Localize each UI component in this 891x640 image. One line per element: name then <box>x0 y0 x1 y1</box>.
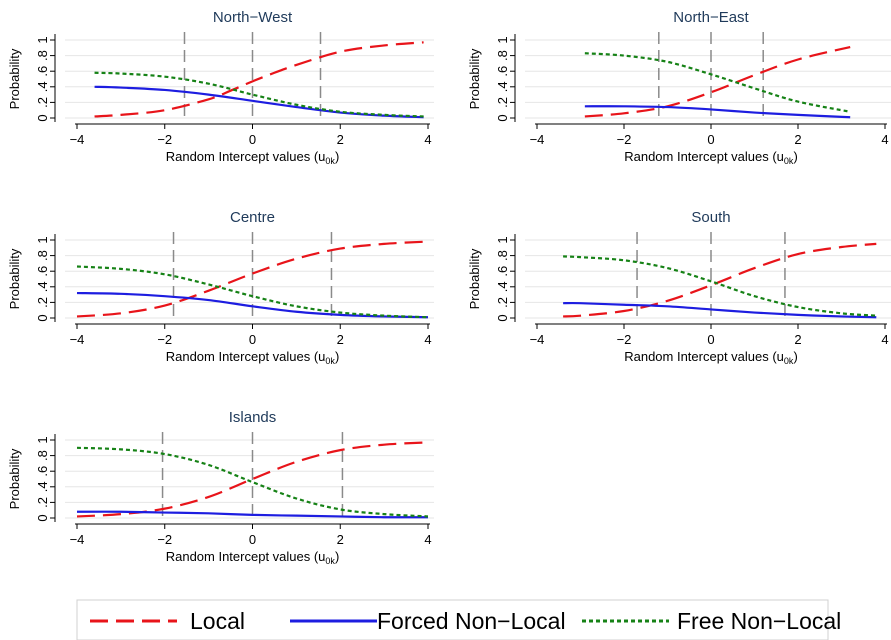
y-tick-label: .2 <box>495 97 510 108</box>
x-tick-label: 4 <box>424 532 431 547</box>
y-tick-label: .4 <box>35 281 50 292</box>
y-tick-label: .4 <box>35 81 50 92</box>
series-line-forced-non-local <box>563 301 877 319</box>
x-tick-label: 2 <box>337 132 344 147</box>
x-tick-label: −2 <box>157 332 172 347</box>
x-tick-label: 2 <box>794 332 801 347</box>
x-tick-label: 2 <box>337 332 344 347</box>
y-tick-label: .6 <box>495 266 510 277</box>
x-tick-label: 4 <box>881 332 888 347</box>
x-axis-label: Random Intercept values (u0k) <box>166 549 340 566</box>
legend-label: Local <box>190 608 245 634</box>
series-line-free-non-local <box>76 446 429 518</box>
series-line-forced-non-local <box>76 291 429 319</box>
x-tick-label: 0 <box>249 332 256 347</box>
x-axis-label: Random Intercept values (u0k) <box>624 149 798 166</box>
x-tick-label: −4 <box>70 132 85 147</box>
panel-3: Centre 0 .2 .4 .6 .8 1 Probability −4 −2 0 2 4 Random… <box>7 209 434 366</box>
y-tick-label: 0 <box>495 314 510 321</box>
panel-title: North−East <box>673 9 749 26</box>
x-axis-label: Random Intercept values (u0k) <box>166 149 340 166</box>
y-tick-label: 1 <box>495 36 510 43</box>
x-tick-label: 0 <box>249 132 256 147</box>
y-tick-label: 0 <box>35 514 50 521</box>
x-tick-label: 4 <box>881 132 888 147</box>
legend-label: Forced Non−Local <box>377 608 566 634</box>
panel-4: South 0 .2 .4 .6 .8 1 Probability −4 −2 0 2 4 Random … <box>467 209 891 366</box>
panel-title: Islands <box>229 409 277 426</box>
x-tick-label: −2 <box>617 332 632 347</box>
panels: North−West 0 .2 .4 .6 .8 1 Probability −4 −2 0 2 4 Ra… <box>7 9 891 566</box>
x-axis-label: Random Intercept values (u0k) <box>624 349 798 366</box>
x-axis-label: Random Intercept values (u0k) <box>166 349 340 366</box>
legend-label: Free Non−Local <box>677 608 841 634</box>
series-line-local <box>76 240 429 318</box>
series-line-local <box>563 242 877 318</box>
y-axis-label: Probability <box>467 248 482 309</box>
panel-title: North−West <box>213 9 293 26</box>
series-line-local <box>584 45 851 118</box>
y-tick-label: .4 <box>35 481 50 492</box>
y-tick-label: .6 <box>35 466 50 477</box>
y-tick-label: .8 <box>35 250 50 261</box>
y-axis-label: Probability <box>467 48 482 109</box>
y-tick-label: .2 <box>35 97 50 108</box>
x-tick-label: −4 <box>530 332 545 347</box>
y-tick-label: 0 <box>35 114 50 121</box>
y-axis-label: Probability <box>7 48 22 109</box>
y-tick-label: 0 <box>35 314 50 321</box>
x-tick-label: 0 <box>249 532 256 547</box>
legend: Local Forced Non−Local Free Non−Local <box>76 599 841 640</box>
y-tick-label: 1 <box>35 36 50 43</box>
x-tick-label: 4 <box>424 332 431 347</box>
y-axis-label: Probability <box>7 248 22 309</box>
y-tick-label: 1 <box>35 236 50 243</box>
series-line-free-non-local <box>584 52 851 113</box>
panel-1: North−West 0 .2 .4 .6 .8 1 Probability −4 −2 0 2 4 Ra… <box>7 9 434 166</box>
y-tick-label: .8 <box>495 250 510 261</box>
panel-title: South <box>691 209 730 226</box>
y-tick-label: .6 <box>35 266 50 277</box>
y-tick-label: .6 <box>495 66 510 77</box>
x-tick-label: 2 <box>794 132 801 147</box>
y-tick-label: 1 <box>35 436 50 443</box>
x-tick-label: 2 <box>337 532 344 547</box>
y-tick-label: .2 <box>35 297 50 308</box>
series-line-local <box>94 41 424 118</box>
x-tick-label: −2 <box>157 132 172 147</box>
x-tick-label: 0 <box>707 132 714 147</box>
legend-box <box>76 599 829 640</box>
x-tick-label: −4 <box>70 332 85 347</box>
y-tick-label: 0 <box>495 114 510 121</box>
x-tick-label: −2 <box>617 132 632 147</box>
y-tick-label: .4 <box>495 81 510 92</box>
y-tick-label: .4 <box>495 281 510 292</box>
series-line-free-non-local <box>563 255 877 317</box>
panel-title: Centre <box>230 209 275 226</box>
x-tick-label: −4 <box>530 132 545 147</box>
y-tick-label: .6 <box>35 66 50 77</box>
x-tick-label: 0 <box>707 332 714 347</box>
x-tick-label: 4 <box>424 132 431 147</box>
panel-5: Islands 0 .2 .4 .6 .8 1 Probability −4 −2 0 2 4 Rando… <box>7 409 434 566</box>
series-line-free-non-local <box>94 71 424 118</box>
series-line-forced-non-local <box>76 510 429 519</box>
series-line-forced-non-local <box>584 105 851 119</box>
y-axis-label: Probability <box>7 448 22 509</box>
y-tick-label: .2 <box>35 497 50 508</box>
y-tick-label: .8 <box>35 450 50 461</box>
x-tick-label: −2 <box>157 532 172 547</box>
y-tick-label: .2 <box>495 297 510 308</box>
y-tick-label: 1 <box>495 236 510 243</box>
series-line-free-non-local <box>76 265 429 319</box>
y-tick-label: .8 <box>495 50 510 61</box>
panel-2: North−East 0 .2 .4 .6 .8 1 Probability −4 −2 0 2 4 Ra… <box>467 9 891 166</box>
y-tick-label: .8 <box>35 50 50 61</box>
x-tick-label: −4 <box>70 532 85 547</box>
